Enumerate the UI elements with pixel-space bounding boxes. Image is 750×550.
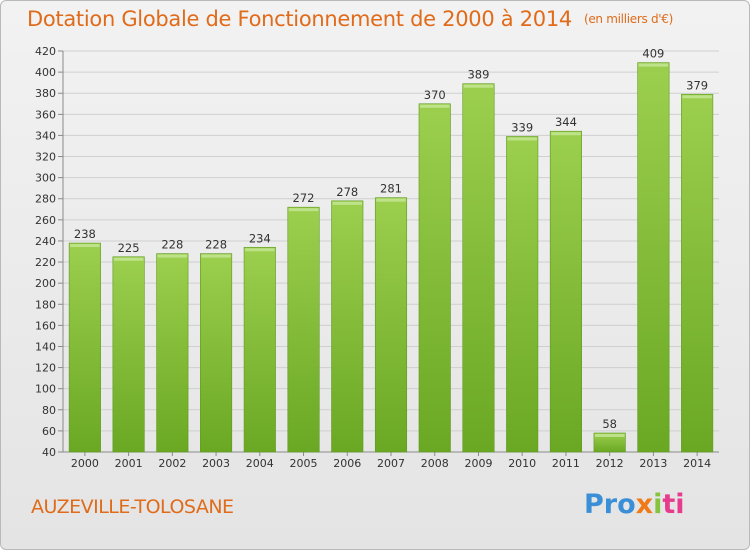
x-tick-label-2012: 2012 [596,457,624,470]
x-tick-label-2005: 2005 [290,457,318,470]
y-tick-label: 340 [35,129,56,142]
bar-highlight-2006 [332,201,363,205]
y-tick-label: 240 [35,235,56,248]
x-tick-label-2000: 2000 [71,457,99,470]
data-label-2002: 228 [161,238,183,252]
bar-2010 [506,136,539,453]
logo-part-4: ti [662,489,685,520]
y-tick-label: 100 [35,383,56,396]
bar-highlight-2013 [638,63,669,67]
bar-highlight-2007 [376,198,406,202]
x-tick-label-2001: 2001 [115,457,143,470]
y-tick-label: 280 [35,193,56,206]
x-tick-label-2003: 2003 [202,457,230,470]
proxiti-logo: Proxiti [584,489,685,520]
x-tick-label-2002: 2002 [158,457,186,470]
bar-highlight-2000 [70,244,100,248]
data-label-2011: 344 [555,115,577,129]
bar-highlight-2008 [419,104,450,108]
chart-title: Dotation Globale de Fonctionnement de 20… [27,7,673,31]
y-tick-label: 80 [42,404,56,417]
y-tick-label: 200 [35,277,56,290]
data-label-2014: 379 [686,78,708,92]
bar-2001 [112,256,145,453]
x-tick-label-2006: 2006 [333,457,361,470]
bar-highlight-2010 [507,137,537,141]
x-tick-label-2011: 2011 [552,457,580,470]
y-tick-label: 140 [35,340,56,353]
y-tick-label: 60 [42,425,56,438]
y-tick-label: 380 [35,87,56,100]
x-tick-label-2009: 2009 [464,457,492,470]
x-tick-label-2007: 2007 [377,457,405,470]
bar-2013 [637,62,670,453]
data-label-2003: 228 [205,238,227,252]
logo-part-3: i [653,489,663,520]
bar-2007 [374,197,408,453]
bar-2004 [243,246,276,453]
data-label-2007: 281 [380,182,402,196]
bar-2012 [593,432,626,453]
data-label-2012: 58 [602,417,617,431]
bar-highlight-2011 [551,132,581,136]
bar-2009 [462,83,495,453]
y-tick-label: 180 [35,298,56,311]
chart-title-text: Dotation Globale de Fonctionnement de 20… [27,7,572,31]
x-tick-label-2014: 2014 [683,457,711,470]
x-tick-label-2010: 2010 [508,457,536,470]
x-tick-label-2008: 2008 [421,457,449,470]
labels: 238 2000 225 2001 228 2002 228 2003 234 2004 272 20… [71,47,711,470]
bar-highlight-2005 [288,208,319,212]
bar-2002 [156,253,189,453]
bar-highlight-2009 [463,84,494,88]
data-label-2001: 225 [118,241,140,255]
bar-highlight-2004 [245,248,275,252]
data-label-2000: 238 [74,227,96,241]
y-tick-label: 320 [35,151,56,164]
bars [68,62,714,453]
bar-2000 [68,242,101,453]
y-tick-label: 220 [35,256,56,269]
y-tick-label: 120 [35,362,56,375]
commune-name: AUZEVILLE-TOLOSANE [31,496,234,518]
y-tick-label: 160 [35,319,56,332]
bar-highlight-2014 [682,95,712,99]
bar-2011 [549,130,582,453]
bar-highlight-2003 [201,254,231,258]
bar-2006 [331,200,364,453]
bar-highlight-2012 [594,434,625,438]
logo-part-1: Pro [584,489,636,520]
data-label-2010: 339 [511,120,533,134]
data-label-2004: 234 [249,231,271,245]
x-tick-label-2013: 2013 [639,457,667,470]
bar-2003 [200,253,233,453]
y-tick-label: 400 [35,66,56,79]
data-label-2009: 389 [467,68,489,82]
x-tick-label-2004: 2004 [246,457,274,470]
chart-subtitle: (en milliers d'€) [583,12,673,26]
data-label-2013: 409 [642,47,664,61]
y-tick-label: 420 [35,45,56,58]
y-tick-label: 300 [35,172,56,185]
data-label-2006: 278 [336,185,358,199]
y-tick-label: 360 [35,108,56,121]
data-label-2005: 272 [293,191,315,205]
bar-2008 [418,103,451,453]
y-tick-label: 260 [35,214,56,227]
bar-2014 [681,93,714,453]
data-label-2008: 370 [424,88,446,102]
bar-highlight-2001 [113,257,144,261]
logo-part-2: x [635,489,654,520]
bar-2005 [287,206,320,453]
y-tick-label: 40 [42,446,56,459]
bar-highlight-2002 [157,254,188,258]
